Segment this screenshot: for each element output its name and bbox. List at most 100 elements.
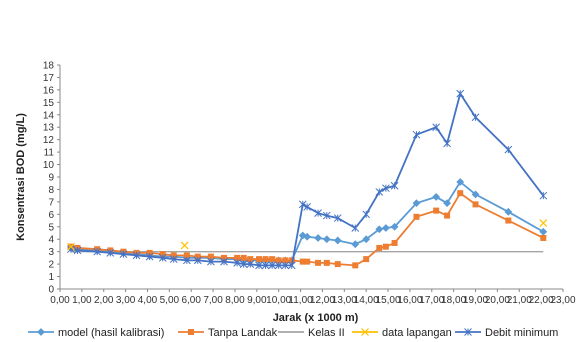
legend-item: Tanpa Landak <box>178 327 278 339</box>
data-point-x <box>67 242 75 251</box>
data-point-square <box>269 256 276 263</box>
legend-label: Tanpa Landak <box>208 327 278 339</box>
x-tick-label: 2,00 <box>94 295 114 306</box>
data-point-square <box>540 234 547 241</box>
y-tick-label: 14 <box>43 110 55 121</box>
data-point-diamond <box>456 178 465 186</box>
data-point-diamond <box>333 236 342 245</box>
data-point-star <box>255 261 263 270</box>
y-tick-label: 3 <box>48 247 54 258</box>
legend-item: model (hasil kalibrasi) <box>28 327 164 339</box>
x-tick-label: 5,00 <box>160 295 180 306</box>
data-point-star <box>375 188 384 196</box>
data-point-star <box>93 247 102 256</box>
data-point-x <box>180 241 189 250</box>
data-point-star <box>390 181 399 190</box>
x-tick-label: 18,00 <box>441 295 466 306</box>
data-point-star <box>322 211 331 220</box>
data-point-star <box>351 224 360 232</box>
legend-label: Kelas II <box>308 327 345 339</box>
x-stroke <box>67 242 75 251</box>
x-stroke <box>539 219 548 227</box>
y-tick-label: 2 <box>48 260 54 271</box>
legend-label: Debit minimum <box>485 327 558 339</box>
data-point-square <box>194 253 201 260</box>
data-point-square <box>275 257 282 264</box>
data-point-square <box>472 201 479 208</box>
data-point-star <box>246 260 255 268</box>
x-stroke <box>361 328 369 336</box>
data-point-star <box>298 200 307 209</box>
data-point-star <box>303 203 311 211</box>
data-point-square <box>256 256 263 263</box>
x-axis-title: Jarak (x 1000 m) <box>273 312 359 324</box>
data-point-square <box>262 256 269 263</box>
y-tick-label: 18 <box>43 61 55 72</box>
y-tick-label: 1 <box>48 272 54 283</box>
data-point-star <box>432 123 441 132</box>
data-point-square <box>247 256 254 263</box>
x-tick-label: 12,00 <box>310 295 335 306</box>
data-point-diamond <box>443 199 451 208</box>
data-point-star <box>539 191 548 200</box>
x-tick-label: 20,00 <box>485 295 510 306</box>
legend-label: model (hasil kalibrasi) <box>58 327 164 339</box>
data-point-diamond <box>412 199 421 208</box>
x-tick-label: 11,00 <box>288 295 313 306</box>
data-point-star <box>182 256 191 265</box>
x-tick-label: 22,00 <box>529 295 554 306</box>
x-stroke <box>180 241 189 250</box>
data-point-diamond <box>37 328 45 336</box>
data-point-star <box>333 214 342 222</box>
y-tick-label: 11 <box>44 148 55 159</box>
x-tick-label: 4,00 <box>138 295 158 306</box>
data-point-diamond <box>504 207 513 216</box>
series-model-hasil-kalibrasi <box>67 178 548 265</box>
data-point-square <box>299 258 306 265</box>
data-point-star <box>443 139 451 148</box>
x-tick-label: 10,00 <box>266 295 291 306</box>
data-point-diamond <box>314 234 322 242</box>
data-point-star <box>412 130 421 139</box>
legend-item: Debit minimum <box>455 327 558 339</box>
y-axis-title: Konsentrasi BOD (mg/L) <box>15 113 27 241</box>
data-point-star <box>268 261 276 270</box>
data-point-square <box>304 258 311 265</box>
data-point-square <box>282 257 289 264</box>
y-tick-label: 13 <box>43 123 55 134</box>
data-point-star <box>119 250 128 259</box>
legend-label: data lapangan <box>382 327 452 339</box>
data-point-square <box>240 254 247 261</box>
data-point-star <box>287 261 296 270</box>
y-tick-label: 7 <box>48 197 54 208</box>
data-point-square <box>183 252 190 259</box>
data-point-diamond <box>539 227 548 236</box>
data-point-star <box>456 89 465 98</box>
data-point-star <box>106 249 115 257</box>
data-point-star <box>471 113 480 122</box>
data-point-star <box>220 257 228 266</box>
legend-item: Kelas II <box>278 327 345 339</box>
data-point-star <box>73 246 82 255</box>
data-point-star <box>504 145 513 154</box>
data-point-square <box>352 262 359 269</box>
data-point-square <box>159 251 166 258</box>
data-point-square <box>363 256 370 263</box>
data-point-square <box>221 254 228 261</box>
data-point-star <box>145 252 154 261</box>
data-point-square <box>234 254 241 261</box>
data-point-square <box>376 244 383 251</box>
y-tick-label: 10 <box>43 160 55 171</box>
data-point-star <box>464 328 472 336</box>
x-tick-label: 8,00 <box>225 295 245 306</box>
x-tick-label: 0,00 <box>50 295 70 306</box>
x-tick-label: 14,00 <box>354 295 379 306</box>
data-point-diamond <box>362 235 371 244</box>
x-tick-label: 17,00 <box>419 295 444 306</box>
y-tick-label: 17 <box>43 73 55 84</box>
data-point-star <box>169 255 178 263</box>
data-point-diamond <box>298 231 307 240</box>
legend: model (hasil kalibrasi) Tanpa Landak Kelas… <box>28 327 558 339</box>
data-point-star <box>261 261 270 270</box>
